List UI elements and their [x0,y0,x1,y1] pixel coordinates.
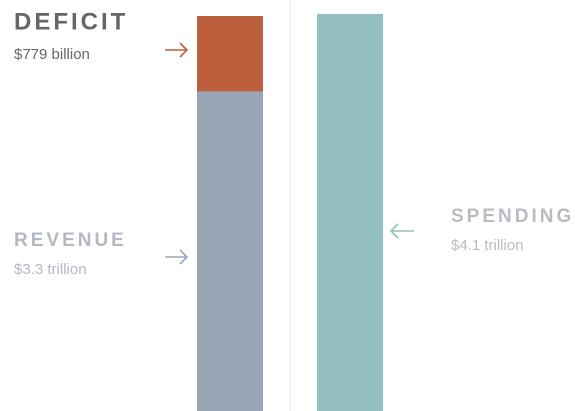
bar-segment [317,14,383,411]
series-name: DEFICIT [14,8,128,35]
value-label: $4.1 trillion [451,237,524,254]
series-name: REVENUE [14,230,127,251]
arrow [389,223,414,239]
bar-segment [197,91,263,411]
bar-segment [197,16,263,92]
value-label: $779 billion [14,46,90,63]
value-label: $3.3 trillion [14,261,87,278]
arrow [165,42,189,58]
arrow [165,249,189,265]
series-name: SPENDING [451,206,574,227]
